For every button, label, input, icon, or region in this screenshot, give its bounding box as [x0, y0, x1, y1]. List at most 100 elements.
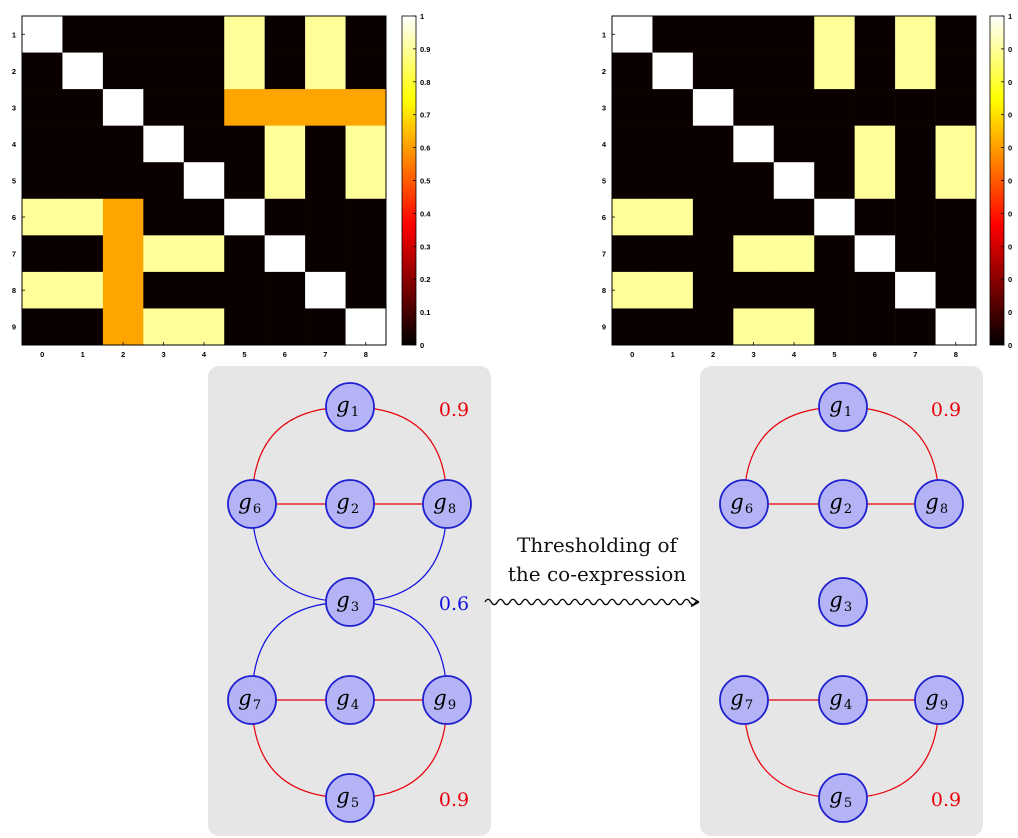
- heatmap-thresholded: 0 1 2 3 4 5 6 7 8 1 2 3 4 5 6 7 8 9 0 0 0 0 0 0 0 0 0 0 1: [602, 12, 1012, 359]
- colorbar-tick-label: 0.8: [420, 78, 430, 87]
- y-tick-label: 2: [602, 67, 606, 76]
- graph-nodes: g 1g 2g 3g 4g 5g 6g 7g 8g 9: [227, 382, 472, 823]
- x-tick-label: 5: [832, 350, 836, 359]
- node-subscript: 8: [448, 502, 456, 517]
- x-tick-label: 3: [161, 350, 165, 359]
- node-label: g: [829, 784, 842, 808]
- node-circle: [818, 773, 868, 823]
- heatmap-cell: [345, 16, 387, 53]
- colorbar-tick-label: 0.7: [420, 111, 430, 120]
- heatmap-cell: [854, 198, 896, 236]
- weight-label: 0.9: [439, 399, 469, 421]
- heatmap-cell: [895, 198, 936, 236]
- heatmap-cell: [773, 198, 815, 236]
- heatmap-cell: [305, 235, 346, 273]
- node-subscript: 5: [844, 796, 852, 811]
- heatmap-cell: [22, 16, 63, 53]
- heatmap-cell: [62, 235, 104, 273]
- node-subscript: 3: [844, 600, 852, 615]
- colorbar-tick-label: 0.4: [420, 209, 431, 218]
- heatmap-cell: [773, 52, 815, 90]
- y-tick-label: 7: [12, 250, 16, 259]
- node-subscript: 2: [844, 502, 852, 517]
- heatmap-y-ticks: 1 2 3 4 5 6 7 8 9: [12, 30, 25, 332]
- heatmap-y-ticks: 1 2 3 4 5 6 7 8 9: [602, 30, 615, 332]
- heatmap-cell: [264, 125, 306, 163]
- colorbar-tick-label: 0.3: [420, 242, 430, 251]
- heatmap-cell: [143, 271, 185, 309]
- heatmap-cell: [692, 198, 734, 236]
- heatmap-cell: [895, 52, 936, 90]
- heatmap-cell: [143, 125, 185, 163]
- node-circle: [325, 577, 375, 627]
- heatmap-cell: [935, 271, 977, 309]
- heatmap-cell: [264, 271, 306, 309]
- heatmap-cell: [773, 89, 815, 126]
- heatmap-cell: [612, 16, 653, 53]
- heatmap-cell: [935, 89, 977, 126]
- colorbar-tick-label: 0: [1008, 242, 1012, 251]
- heatmap-cell: [183, 52, 225, 90]
- heatmap-cell: [854, 162, 896, 200]
- node-circle: [719, 479, 769, 529]
- node-subscript: 6: [745, 502, 753, 517]
- heatmap-cell: [854, 16, 896, 53]
- node-circle: [227, 479, 277, 529]
- heatmap-cell: [935, 16, 977, 53]
- y-tick-label: 2: [12, 67, 16, 76]
- node-circle: [914, 479, 964, 529]
- heatmap-cell: [652, 308, 694, 346]
- weight-label: 0.9: [931, 399, 961, 421]
- heatmap-cell: [345, 89, 387, 126]
- x-tick-label: 6: [283, 350, 287, 359]
- node-subscript: 7: [745, 698, 753, 713]
- heatmap-cell: [224, 16, 265, 53]
- heatmap-cell: [773, 235, 815, 273]
- colorbar-tick-label: 0: [1008, 111, 1012, 120]
- heatmap-cell: [183, 308, 225, 346]
- heatmap-cell: [652, 16, 694, 53]
- y-tick-label: 6: [602, 213, 606, 222]
- heatmap-cell: [102, 89, 144, 126]
- heatmap-cells: [611, 15, 977, 346]
- heatmap-cell: [854, 235, 896, 273]
- node-label: g: [925, 686, 938, 710]
- heatmap-cell: [224, 162, 265, 200]
- gene-graph-original: g 1g 2g 3g 4g 5g 6g 7g 8g 9 0.90.60.9: [227, 382, 472, 823]
- weight-label: 0.9: [931, 789, 961, 811]
- heatmap-cell: [143, 198, 185, 236]
- heatmap-cell: [652, 125, 694, 163]
- colorbar-tick-label: 0.5: [420, 177, 430, 186]
- heatmap-cell: [612, 52, 653, 90]
- y-tick-label: 3: [602, 103, 606, 112]
- x-tick-label: 4: [792, 350, 797, 359]
- node-circle: [227, 675, 277, 725]
- heatmap-cell: [224, 235, 265, 273]
- heatmap-cell: [264, 235, 306, 273]
- colorbar-tick-label: 0: [1008, 209, 1012, 218]
- heatmap-cell: [612, 89, 653, 126]
- heatmap-cell: [773, 162, 815, 200]
- heatmap-cell: [773, 271, 815, 309]
- colorbar-tick-label: 1: [1008, 12, 1012, 21]
- heatmap-cell: [102, 125, 144, 163]
- heatmap-cell: [612, 235, 653, 273]
- heatmap-cell: [305, 52, 346, 90]
- x-tick-label: 8: [364, 350, 368, 359]
- weight-label: 0.9: [439, 789, 469, 811]
- heatmap-cell: [652, 198, 694, 236]
- squiggly-arrow: [484, 598, 698, 606]
- heatmap-cell: [264, 308, 306, 346]
- heatmap-cell: [183, 16, 225, 53]
- colorbar-tick-label: 0.6: [420, 144, 430, 153]
- y-tick-label: 8: [12, 286, 16, 295]
- heatmap-cell: [22, 89, 63, 126]
- heatmap-cell: [224, 89, 265, 126]
- heatmap-cell: [264, 198, 306, 236]
- heatmap-cell: [935, 235, 977, 273]
- heatmap-cell: [143, 162, 185, 200]
